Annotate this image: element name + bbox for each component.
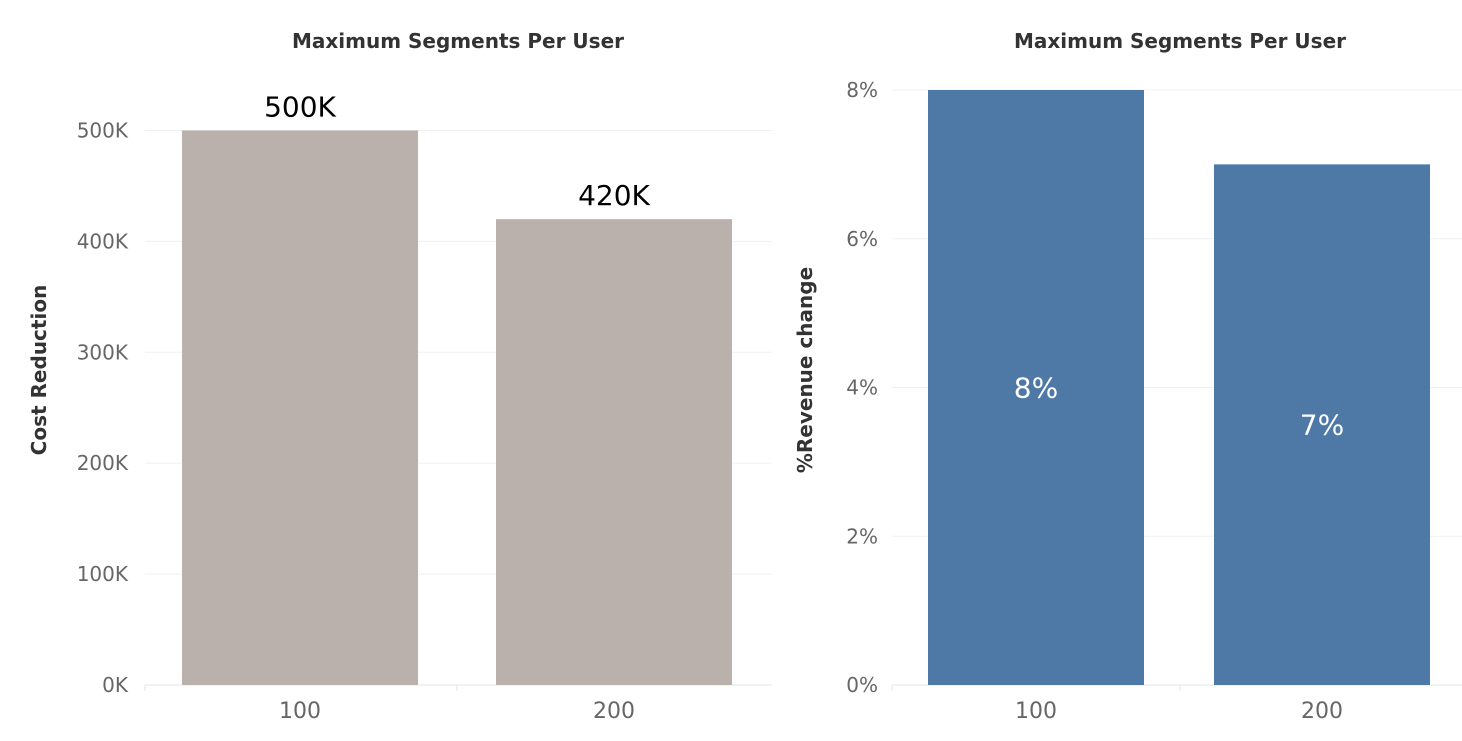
y-tick-label: 500K bbox=[77, 118, 129, 142]
data-label: 7% bbox=[1300, 409, 1344, 442]
chart-title: Maximum Segments Per User bbox=[1014, 29, 1346, 53]
y-axis-label: Cost Reduction bbox=[27, 285, 51, 456]
y-tick-label: 200K bbox=[77, 451, 129, 475]
cost-reduction-chart: Maximum Segments Per User Cost Reduction… bbox=[27, 29, 772, 724]
y-tick-label: 400K bbox=[77, 229, 129, 253]
chart-title: Maximum Segments Per User bbox=[292, 29, 624, 53]
bar bbox=[496, 219, 732, 685]
cost-reduction-chart-svg: Maximum Segments Per User Cost Reduction… bbox=[27, 29, 772, 724]
y-tick-label: 0% bbox=[846, 673, 878, 697]
data-labels: 8% 7% bbox=[1014, 372, 1344, 442]
revenue-change-chart-svg: Maximum Segments Per User %Revenue chang… bbox=[793, 29, 1462, 724]
y-tick-label: 0K bbox=[102, 673, 129, 697]
bars bbox=[182, 130, 732, 686]
revenue-change-chart: Maximum Segments Per User %Revenue chang… bbox=[790, 0, 1462, 741]
y-axis-label: %Revenue change bbox=[793, 267, 817, 473]
bar bbox=[928, 90, 1144, 685]
x-tick-label: 200 bbox=[593, 699, 635, 724]
bar bbox=[182, 130, 418, 686]
y-tick-label: 6% bbox=[846, 227, 878, 251]
x-tick-label: 100 bbox=[1015, 699, 1057, 724]
x-tick-label: 200 bbox=[1301, 699, 1343, 724]
y-tick-label: 8% bbox=[846, 78, 878, 102]
y-tick-label: 300K bbox=[77, 340, 129, 364]
y-tick-label: 2% bbox=[846, 524, 878, 548]
y-tick-label: 4% bbox=[846, 376, 878, 400]
x-tick-labels: 100 200 bbox=[279, 699, 635, 724]
y-tick-labels: 0% 2% 4% 6% 8% bbox=[846, 78, 878, 697]
data-labels: 500K 420K bbox=[264, 90, 650, 212]
y-tick-label: 100K bbox=[77, 562, 129, 586]
data-label: 500K bbox=[264, 90, 336, 123]
y-tick-labels: 0K 100K 200K 300K 400K 500K bbox=[77, 118, 129, 697]
data-label: 8% bbox=[1014, 372, 1058, 405]
x-tick-label: 100 bbox=[279, 699, 321, 724]
bars bbox=[928, 90, 1430, 685]
data-label: 420K bbox=[578, 179, 650, 212]
bar bbox=[1214, 164, 1430, 685]
x-tick-labels: 100 200 bbox=[1015, 699, 1343, 724]
